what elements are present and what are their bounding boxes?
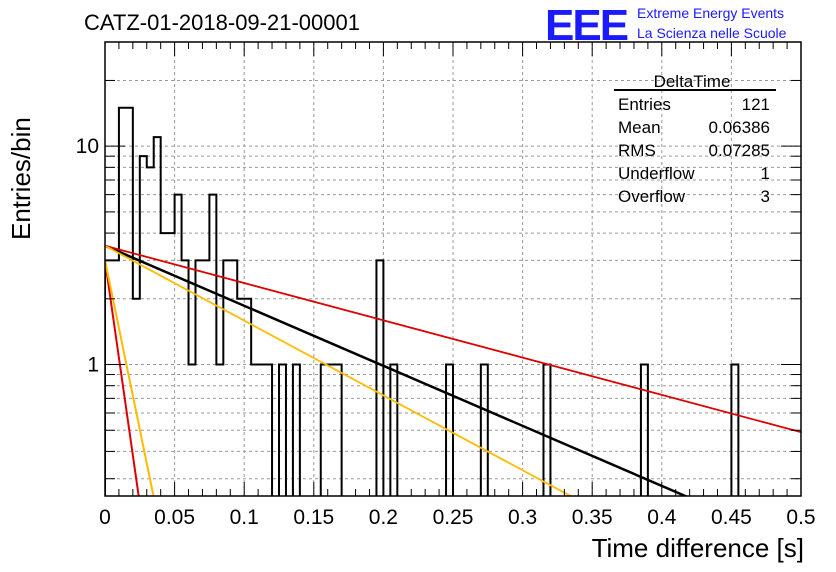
histogram-bin <box>147 167 154 496</box>
x-axis-label: Time difference [s] <box>591 533 804 563</box>
stats-value: 1 <box>761 164 770 183</box>
stats-value: 0.06386 <box>709 118 770 137</box>
fit-line <box>105 260 155 496</box>
logo-caption: Extreme Energy Events La Scienza nelle S… <box>637 3 786 43</box>
x-tick-label: 0.3 <box>508 506 537 529</box>
histogram-bin <box>202 260 209 496</box>
x-tick-label: 0.35 <box>572 506 613 529</box>
logo-line-2: La Scienza nelle Scuole <box>637 25 787 41</box>
x-tick-label: 0.15 <box>293 506 334 529</box>
x-tick-label: 0.05 <box>154 506 195 529</box>
histogram-bin <box>376 260 383 496</box>
x-tick-label: 0.5 <box>786 506 815 529</box>
y-tick-label: 1 <box>87 354 99 377</box>
histogram-bin <box>175 195 182 496</box>
stats-value: 121 <box>742 95 770 114</box>
x-tick-label: 0 <box>99 506 111 529</box>
stats-label: Underflow <box>618 164 695 183</box>
histogram-bin <box>182 260 189 496</box>
chart-title: CATZ-01-2018-09-21-00001 <box>84 10 360 35</box>
stats-value: 3 <box>761 187 770 206</box>
stats-label: Entries <box>618 95 671 114</box>
logo-line-1: Extreme Energy Events <box>637 5 785 21</box>
x-tick-label: 0.2 <box>369 506 398 529</box>
eee-logo: EEE <box>545 1 629 50</box>
fit-line <box>105 244 573 496</box>
histogram-bin <box>237 299 244 496</box>
stats-label: Mean <box>618 118 661 137</box>
x-tick-label: 0.25 <box>433 506 474 529</box>
histogram-bin <box>244 299 251 496</box>
histogram-bin <box>230 260 237 496</box>
stats-label: RMS <box>618 141 656 160</box>
histogram-bin <box>209 195 216 496</box>
x-tick-label: 0.45 <box>711 506 752 529</box>
x-tick-label: 0.1 <box>230 506 259 529</box>
fit-line <box>105 244 801 434</box>
x-tick-label: 0.4 <box>647 506 677 529</box>
stats-label: Overflow <box>618 187 686 206</box>
histogram-bin <box>154 137 161 496</box>
histogram-bin <box>223 260 230 496</box>
histogram-bin <box>119 108 126 496</box>
fit-line <box>105 260 140 496</box>
y-tick-label: 10 <box>76 135 99 158</box>
stats-value: 0.07285 <box>709 141 770 160</box>
fit-line <box>105 244 689 496</box>
stats-title: DeltaTime <box>654 72 731 91</box>
histogram <box>105 106 801 496</box>
